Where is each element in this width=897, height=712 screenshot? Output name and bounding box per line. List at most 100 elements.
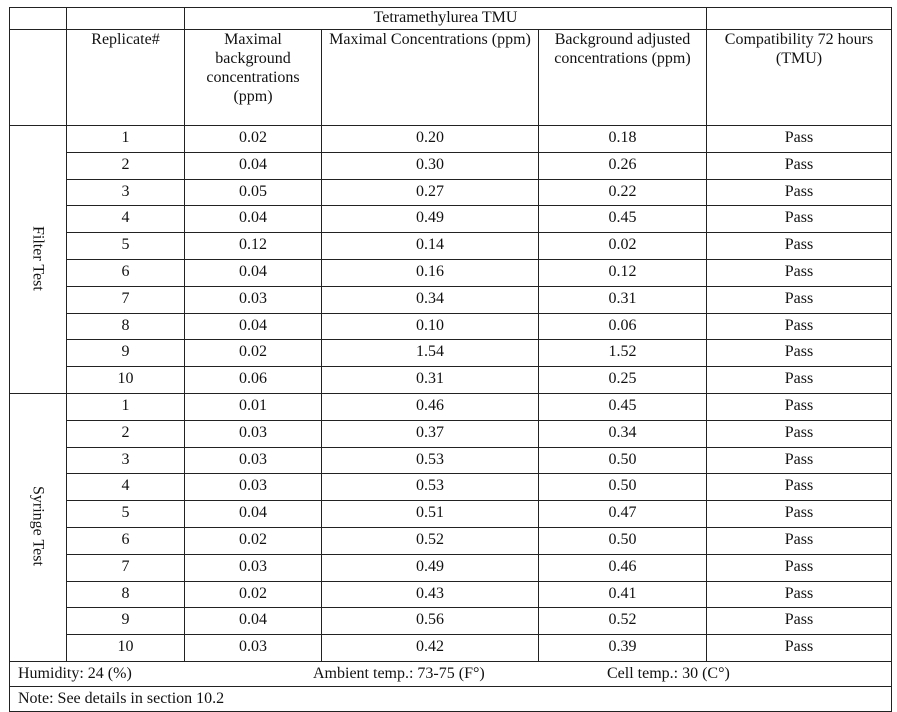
super-header-row: Tetramethylurea TMU — [9, 7, 892, 30]
cell: Pass — [706, 178, 892, 207]
data-row: 5 0.12 0.14 0.02 Pass — [10, 232, 892, 260]
cell: 0.02 — [538, 232, 707, 260]
footer-row: Humidity: 24 (%) Ambient temp.: 73-75 (F°… — [9, 660, 892, 687]
column-header: Maximal background concentrations (ppm) — [184, 29, 322, 126]
empty-cell — [66, 7, 185, 30]
cell: 0.50 — [538, 526, 707, 555]
cell: 0.52 — [321, 526, 539, 555]
data-row: 6 0.02 0.52 0.50 Pass — [10, 526, 892, 555]
note-cell: Note: See details in section 10.2 — [9, 685, 892, 712]
cell: 10 — [66, 366, 185, 394]
cell: 0.45 — [538, 392, 707, 421]
cell: 0.06 — [184, 366, 322, 394]
group-label: Syringe Test — [29, 485, 47, 566]
cell: 0.46 — [321, 392, 539, 421]
cell: 9 — [66, 607, 185, 636]
cell: 0.31 — [538, 285, 707, 314]
cell: 0.04 — [184, 258, 322, 287]
cell: 0.20 — [321, 125, 539, 153]
cell: 0.10 — [321, 312, 539, 341]
empty-cell — [706, 7, 892, 30]
cell: 4 — [66, 473, 185, 502]
cell: 0.14 — [321, 232, 539, 260]
cell: 4 — [66, 205, 185, 234]
cell: 0.03 — [184, 553, 322, 582]
cell: 0.47 — [538, 500, 707, 528]
footer-ambient: Ambient temp.: 73-75 (F°) — [313, 664, 485, 682]
cell: Pass — [706, 553, 892, 582]
cell: Pass — [706, 285, 892, 314]
cell: 0.22 — [538, 178, 707, 207]
data-row: 8 0.04 0.10 0.06 Pass — [10, 312, 892, 341]
cell: 1 — [66, 392, 185, 421]
cell: 7 — [66, 553, 185, 582]
cell: Pass — [706, 526, 892, 555]
cell: 0.34 — [321, 285, 539, 314]
cell: 8 — [66, 312, 185, 341]
cell: 0.51 — [321, 500, 539, 528]
cell: Pass — [706, 392, 892, 421]
cell: 9 — [66, 339, 185, 368]
data-row: 10 0.06 0.31 0.25 Pass — [10, 366, 892, 394]
data-row: 4 0.04 0.49 0.45 Pass — [10, 205, 892, 234]
data-row: 10 0.03 0.42 0.39 Pass — [10, 634, 892, 662]
data-row: Syringe Test 1 0.01 0.46 0.45 Pass — [9, 392, 892, 662]
cell: 0.42 — [321, 634, 539, 662]
data-row: 7 0.03 0.34 0.31 Pass — [10, 285, 892, 314]
data-row: 3 0.05 0.27 0.22 Pass — [10, 178, 892, 207]
footer-cell: Cell temp.: 30 (C°) — [607, 664, 730, 682]
cell: Pass — [706, 634, 892, 662]
empty-cell — [9, 29, 67, 126]
empty-cell — [9, 7, 67, 30]
cell: 0.12 — [538, 258, 707, 287]
data-row: 2 0.03 0.37 0.34 Pass — [10, 419, 892, 448]
cell: 0.56 — [321, 607, 539, 636]
table-container: Tetramethylurea TMU Replicate# Maximal ba… — [9, 7, 892, 712]
cell: 10 — [66, 634, 185, 662]
cell: 0.16 — [321, 258, 539, 287]
column-header: Maximal Concentrations (ppm) — [321, 29, 539, 126]
cell: 0.52 — [538, 607, 707, 636]
cell: 2 — [66, 151, 185, 180]
cell: 6 — [66, 526, 185, 555]
cell: 0.01 — [184, 392, 322, 421]
column-header: Compatibility 72 hours (TMU) — [706, 29, 892, 126]
cell: 1.54 — [321, 339, 539, 368]
cell: 1 — [66, 125, 185, 153]
footer-cell: Humidity: 24 (%) Ambient temp.: 73-75 (F°… — [9, 660, 892, 687]
cell: 5 — [66, 500, 185, 528]
cell: 7 — [66, 285, 185, 314]
group-cell: Filter Test — [9, 125, 67, 394]
cell: 8 — [66, 580, 185, 609]
cell: Pass — [706, 607, 892, 636]
super-header: Tetramethylurea TMU — [184, 7, 707, 30]
cell: Pass — [706, 205, 892, 234]
data-row: 2 0.04 0.30 0.26 Pass — [10, 151, 892, 180]
cell: 0.43 — [321, 580, 539, 609]
cell: Pass — [706, 419, 892, 448]
cell: 6 — [66, 258, 185, 287]
cell: 3 — [66, 446, 185, 475]
cell: 0.53 — [321, 446, 539, 475]
cell: 0.04 — [184, 607, 322, 636]
cell: 0.37 — [321, 419, 539, 448]
cell: Pass — [706, 446, 892, 475]
cell: Pass — [706, 473, 892, 502]
cell: Pass — [706, 312, 892, 341]
data-row: 4 0.03 0.53 0.50 Pass — [10, 473, 892, 502]
cell: 0.53 — [321, 473, 539, 502]
cell: 2 — [66, 419, 185, 448]
cell: 5 — [66, 232, 185, 260]
cell: 0.25 — [538, 366, 707, 394]
cell: 0.03 — [184, 473, 322, 502]
data-row: 5 0.04 0.51 0.47 Pass — [10, 500, 892, 528]
cell: 0.30 — [321, 151, 539, 180]
cell: 0.27 — [321, 178, 539, 207]
data-row: 7 0.03 0.49 0.46 Pass — [10, 553, 892, 582]
data-table: Tetramethylurea TMU Replicate# Maximal ba… — [9, 7, 892, 712]
cell: Pass — [706, 366, 892, 394]
cell: 0.12 — [184, 232, 322, 260]
cell: 0.50 — [538, 446, 707, 475]
cell: 0.03 — [184, 634, 322, 662]
cell: 0.02 — [184, 526, 322, 555]
